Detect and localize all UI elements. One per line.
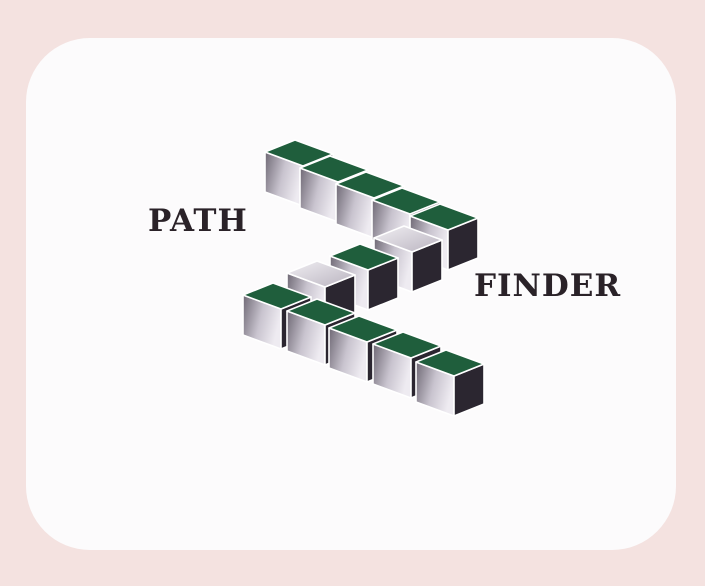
cube-top-face — [373, 225, 443, 253]
cube-top-face — [264, 139, 334, 167]
cube-top-face — [328, 315, 398, 343]
cube-top-face — [242, 282, 312, 310]
cube-top-face — [372, 331, 442, 359]
cube-top-face — [371, 187, 441, 215]
cube-top-face — [329, 243, 399, 271]
cube-top-face — [335, 171, 405, 199]
cube-top-face — [299, 155, 369, 183]
cube-top-face — [409, 203, 479, 231]
logo-word-finder: FINDER — [474, 268, 622, 304]
cube-top-face — [286, 260, 356, 288]
cube-top-face — [286, 298, 356, 326]
logo-word-path: PATH — [148, 203, 248, 239]
cube-top-face — [415, 349, 485, 377]
